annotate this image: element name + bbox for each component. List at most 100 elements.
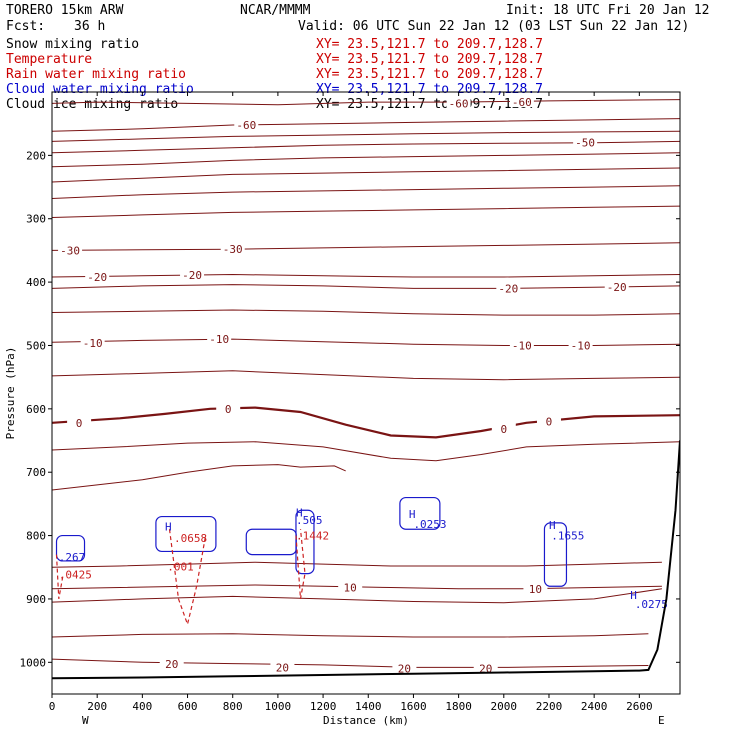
isotherm-label-bg: [216, 402, 241, 414]
isotherm-label-bg: [338, 581, 363, 593]
field-xy: XY= 23.5,121.7 to 209.7,128.7: [316, 82, 543, 97]
isotherm-line: [52, 152, 680, 168]
cloud-max-label: H: [165, 521, 172, 534]
isotherm-line: [52, 561, 662, 568]
cloud-max-label: .267: [59, 551, 86, 564]
x-tick-label: 2400: [581, 700, 608, 713]
x-tick-label: 0: [49, 700, 56, 713]
rain-max-label: .0658: [174, 532, 207, 545]
isotherm-line: [52, 167, 680, 183]
isotherm-label: -20: [607, 281, 627, 294]
isotherm-label: -60: [236, 119, 256, 132]
isotherm-line: [52, 464, 346, 491]
valid-time: Valid: 06 UTC Sun 22 Jan 12 (03 LST Sun …: [298, 19, 689, 34]
x-tick-label: 1800: [445, 700, 472, 713]
x-tick-label: 1400: [355, 700, 382, 713]
header-block: TORERO 15km ARW NCAR/MMMM Init: 18 UTC F…: [6, 3, 710, 34]
isotherm-label-bg: [180, 269, 205, 281]
x-tick-label: 200: [87, 700, 107, 713]
x-tick-label: 800: [223, 700, 243, 713]
x-tick-label: 2200: [536, 700, 563, 713]
isotherm-label: 20: [165, 658, 178, 671]
isotherm-label-bg: [207, 333, 232, 345]
cloud-max-label: H: [409, 508, 416, 521]
isotherm-label-bg: [159, 658, 184, 670]
isotherm-label: 10: [344, 582, 357, 595]
isotherm-label-bg: [85, 271, 110, 283]
center-title: NCAR/MMMM: [240, 3, 311, 18]
y-tick-label: 600: [26, 403, 46, 416]
cloud-max-label: .1655: [551, 529, 584, 542]
isotherm-label-bg: [80, 336, 105, 348]
cloud-max-label: H: [549, 519, 556, 532]
cloud-water-contour: [543, 522, 568, 587]
plot-frame: [51, 91, 681, 695]
cloud-water-contour: [295, 509, 315, 575]
rain-max-label: .1442: [296, 529, 329, 542]
field-name: Rain water mixing ratio: [6, 67, 186, 82]
y-tick-label: 300: [26, 213, 46, 226]
isotherm-label-bg: [446, 97, 471, 109]
field-name: Cloud ice mixing ratio: [6, 97, 178, 112]
isotherm-label: 10: [529, 583, 542, 596]
y-tick-label: 500: [26, 339, 46, 352]
isotherm-line: [52, 118, 680, 132]
cloud-max-label: H: [296, 507, 303, 520]
isotherm-line: [52, 284, 680, 289]
isotherm-label: -20: [498, 282, 518, 295]
cloud-max-label: .505: [296, 514, 323, 527]
isotherm-label: -30: [223, 243, 243, 256]
isotherm-label: -50: [575, 137, 595, 150]
y-tick-label: 900: [26, 593, 46, 606]
axes: 0 200 400 600 800 1000 1200 1400 1600 1800 2000 220…: [4, 91, 681, 727]
x-tick-label: 2000: [491, 700, 518, 713]
isotherm-label-bg: [509, 339, 534, 351]
west-label: W: [82, 714, 89, 727]
field-xy: XY= 23.5,121.7 to 209.7,128.7: [316, 67, 543, 82]
cloud-max-label: .0275: [635, 598, 668, 611]
isotherm-label: -10: [83, 337, 103, 350]
field-xy: XY= 23.5,121.7 to 209.7,128.7: [316, 37, 543, 52]
fcst-label: Fcst:: [6, 19, 45, 34]
isotherm-label: 20: [276, 661, 289, 674]
isotherm-label: 0: [225, 403, 232, 416]
field-name: Cloud water mixing ratio: [6, 82, 194, 97]
isotherm-label: 0: [500, 423, 507, 436]
isotherm-line: [52, 273, 680, 278]
isotherm-line: [52, 406, 680, 439]
isotherm-label-bg: [234, 118, 259, 130]
plot-area: -60 -60 -60 -50 -30 -30 -20 -20 -20 -20 -10 -10 -10 -…: [52, 96, 680, 680]
isotherm-label-bg: [573, 136, 598, 148]
x-tick-label: 400: [132, 700, 152, 713]
x-axis-label: Distance (km): [323, 714, 409, 727]
field-name: Temperature: [6, 52, 92, 67]
isotherm-label-bg: [58, 244, 83, 256]
y-tick-label: 1000: [20, 656, 47, 669]
x-tick-label: 2600: [626, 700, 653, 713]
east-label: E: [658, 714, 665, 727]
isotherm-label-bg: [604, 281, 629, 293]
field-legend: Snow mixing ratio XY= 23.5,121.7 to 209.7…: [6, 37, 543, 112]
isotherm-label: -10: [571, 339, 591, 352]
isotherm-label-bg: [491, 423, 516, 435]
cloud-water-contour: [399, 496, 441, 530]
isotherm-label-bg: [568, 339, 593, 351]
isotherm-label-bg: [67, 416, 92, 428]
isotherm-line: [52, 370, 680, 381]
y-tick-label: 200: [26, 149, 46, 162]
isotherm-label: -30: [60, 244, 80, 257]
isotherm-label-bg: [270, 661, 295, 673]
terrain-line: [52, 440, 680, 680]
isotherm-label-bg: [523, 582, 548, 594]
rain-max-label: .0425: [59, 569, 92, 582]
fcst-value: 36 h: [74, 19, 105, 34]
isotherm-label: -60: [512, 96, 532, 109]
cloud-water-contour: [55, 534, 86, 562]
isotherm-line: [52, 309, 680, 316]
isotherm-label-bg: [496, 282, 521, 294]
isotherm-label: -10: [209, 333, 229, 346]
rain-water-contour: [295, 529, 306, 600]
y-tick-label: 400: [26, 276, 46, 289]
x-tick-label: 600: [178, 700, 198, 713]
